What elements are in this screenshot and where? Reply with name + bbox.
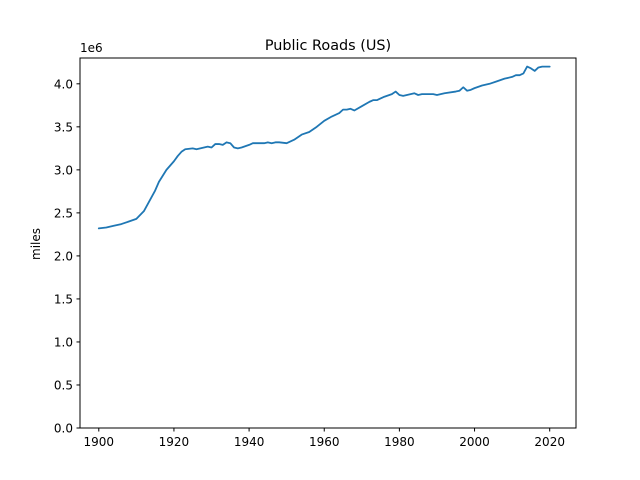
- x-tick-label: 2000: [459, 435, 490, 449]
- x-tick-label: 2020: [534, 435, 565, 449]
- y-tick-label: 2.5: [54, 206, 73, 220]
- x-tick-label: 1940: [234, 435, 265, 449]
- y-tick-label: 1.5: [54, 292, 73, 306]
- x-tick-label: 1960: [309, 435, 340, 449]
- y-tick-label: 3.0: [54, 163, 73, 177]
- y-tick-label: 1.0: [54, 335, 73, 349]
- y-tick-label: 3.5: [54, 120, 73, 134]
- y-tick-label: 0.0: [54, 422, 73, 436]
- plot-frame: [79, 57, 577, 429]
- plot-area: [97, 65, 551, 230]
- y-tick-label: 2.0: [54, 249, 73, 263]
- y-tick-label: 4.0: [54, 77, 73, 91]
- x-tick-label: 1980: [384, 435, 415, 449]
- y-axis-multiplier: 1e6: [80, 41, 103, 55]
- x-tick-label: 1900: [84, 435, 115, 449]
- x-tick-label: 1920: [159, 435, 190, 449]
- y-axis-label: miles: [29, 228, 43, 260]
- x-axis: 1900 1920 1940 1960 1980 2000 2020: [84, 428, 565, 449]
- y-tick-label: 0.5: [54, 378, 73, 392]
- series-line: [97, 65, 551, 230]
- chart-title: Public Roads (US): [265, 38, 391, 54]
- y-axis: 0.0 0.5 1.0 1.5 2.0 2.5 3.0 3.5 4.0: [54, 77, 80, 436]
